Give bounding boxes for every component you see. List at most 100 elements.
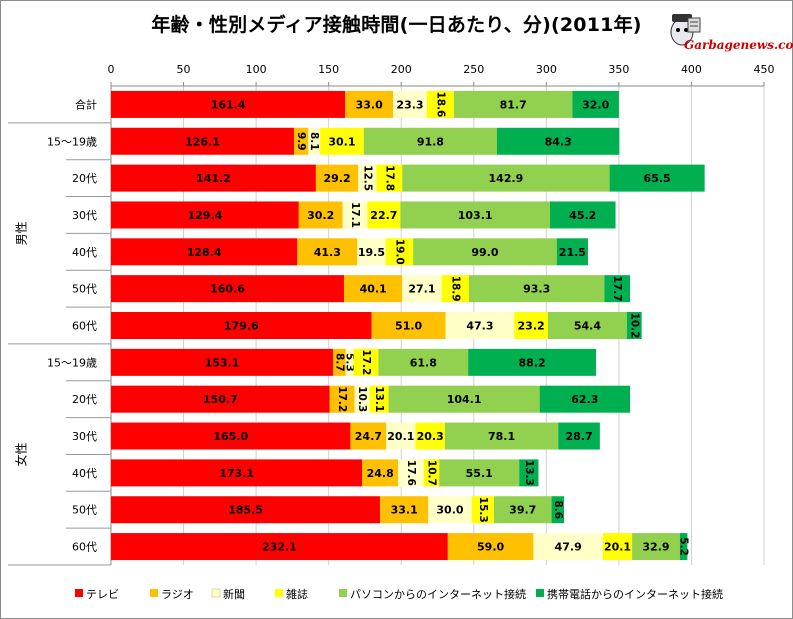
bar-segment xyxy=(428,496,472,524)
bar-segment xyxy=(111,459,363,487)
data-label: 20.1 xyxy=(604,541,631,554)
data-label: 62.3 xyxy=(571,393,598,406)
data-label: 19.5 xyxy=(358,246,385,259)
data-label: 128.4 xyxy=(187,246,222,259)
data-label: 30.1 xyxy=(328,135,355,148)
data-label: 9.9 xyxy=(295,132,307,151)
data-label: 18.9 xyxy=(449,276,461,302)
bar-segment xyxy=(369,385,389,413)
data-label: 104.1 xyxy=(447,393,482,406)
data-label: 142.9 xyxy=(489,172,524,185)
data-label: 27.1 xyxy=(408,283,435,296)
data-label: 17.1 xyxy=(349,202,361,228)
bar-segment xyxy=(547,312,627,339)
bar-segment xyxy=(111,312,372,339)
bar-segment xyxy=(602,533,633,561)
bar-segment xyxy=(539,385,631,413)
data-label: 41.3 xyxy=(314,246,341,259)
data-label: 129.4 xyxy=(187,209,222,222)
data-label: 10.7 xyxy=(425,460,437,486)
bar-segment xyxy=(344,275,403,303)
legend-swatch xyxy=(275,589,283,597)
data-label: 88.2 xyxy=(519,356,546,369)
data-label: 103.1 xyxy=(458,209,493,222)
bar-segment xyxy=(111,164,316,192)
bar-segment xyxy=(367,201,401,229)
bar-segment xyxy=(363,127,497,155)
data-label: 232.1 xyxy=(262,541,297,554)
data-label: 173.1 xyxy=(219,467,254,480)
bar-segment xyxy=(632,533,680,561)
data-label: 19.0 xyxy=(393,239,405,265)
bar-segment xyxy=(572,90,619,118)
x-tick-label: 200 xyxy=(391,63,412,76)
bar-segment xyxy=(385,238,414,266)
category-label: 合計 xyxy=(75,97,97,111)
data-label: 54.4 xyxy=(574,320,601,333)
data-label: 12.5 xyxy=(361,165,373,191)
data-label: 5.3 xyxy=(344,353,356,372)
bar-segment xyxy=(380,496,429,524)
data-label: 10.2 xyxy=(628,313,640,339)
bar-segment xyxy=(111,238,298,266)
x-tick-label: 150 xyxy=(318,63,339,76)
bar-segment xyxy=(111,348,334,376)
category-label: 50代 xyxy=(72,283,97,296)
data-label: 91.8 xyxy=(417,135,444,148)
data-label: 65.5 xyxy=(644,172,671,185)
data-label: 15.3 xyxy=(477,497,489,523)
bar-segment xyxy=(496,127,620,155)
bar-segment xyxy=(445,312,515,339)
bar-segment xyxy=(111,422,351,450)
category-label: 15〜19歳 xyxy=(47,135,97,148)
category-label: 15〜19歳 xyxy=(47,356,97,369)
data-label: 61.8 xyxy=(410,356,437,369)
x-tick-label: 300 xyxy=(536,63,557,76)
data-label: 161.4 xyxy=(211,98,246,111)
bar-segment xyxy=(444,422,559,450)
bar-segment xyxy=(402,164,610,192)
data-label: 22.7 xyxy=(370,209,397,222)
x-tick-label: 450 xyxy=(754,63,775,76)
x-tick-label: 400 xyxy=(681,63,702,76)
x-tick-label: 250 xyxy=(463,63,484,76)
legend-label: パソコンからのインターネット接続 xyxy=(350,587,526,601)
bar-segment xyxy=(413,238,557,266)
bar-segment xyxy=(468,348,597,376)
bar-segment xyxy=(453,90,573,118)
data-label: 141.2 xyxy=(196,172,231,185)
bar-segment xyxy=(398,459,424,487)
data-label: 45.2 xyxy=(569,209,596,222)
data-label: 21.5 xyxy=(559,246,586,259)
data-label: 165.0 xyxy=(213,430,248,443)
data-label: 10.3 xyxy=(356,386,368,412)
bar-segment xyxy=(519,459,539,487)
legend-swatch xyxy=(211,588,221,598)
data-label: 51.0 xyxy=(395,320,422,333)
data-label: 17.8 xyxy=(383,165,395,191)
bar-segment xyxy=(354,385,370,413)
bar-segment xyxy=(400,201,550,229)
bar-segment xyxy=(297,238,358,266)
bar-segment xyxy=(604,275,631,303)
data-label: 55.1 xyxy=(466,467,493,480)
legend-label: 携帯電話からのインターネット接続 xyxy=(547,587,723,601)
bar-segment xyxy=(350,422,387,450)
category-label: 50代 xyxy=(72,504,97,517)
bar-segment xyxy=(353,348,379,376)
x-tick-label: 50 xyxy=(177,63,191,76)
data-label: 30.2 xyxy=(307,209,334,222)
bar-segment xyxy=(386,422,416,450)
data-label: 20.1 xyxy=(387,430,414,443)
bar-segment xyxy=(558,422,600,450)
bar-segment xyxy=(471,496,494,524)
data-label: 13.1 xyxy=(373,386,385,412)
data-label: 160.6 xyxy=(210,283,245,296)
bar-segment xyxy=(679,533,688,561)
bar-segment xyxy=(556,238,588,266)
bar-segment xyxy=(388,385,540,413)
data-label: 28.7 xyxy=(565,430,592,443)
bar-segment xyxy=(441,275,469,303)
data-label: 84.3 xyxy=(545,135,572,148)
legend-label: テレビ xyxy=(86,588,119,601)
